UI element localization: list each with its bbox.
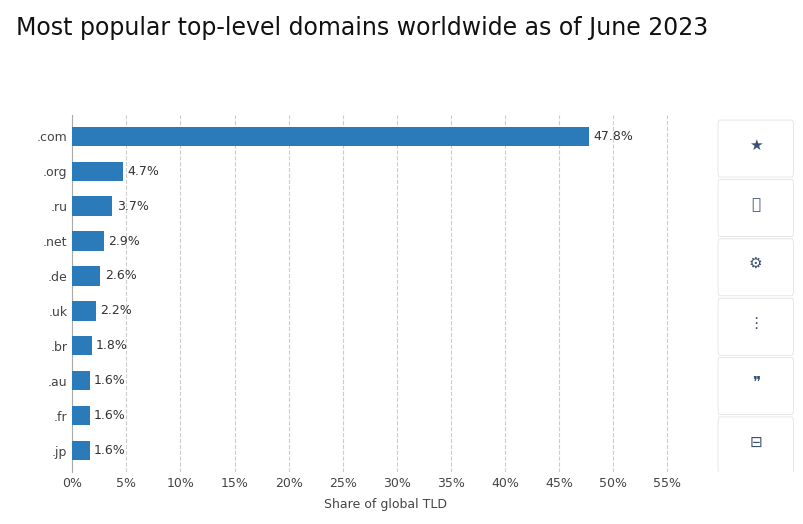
Bar [72, 266, 100, 286]
Text: 2.2%: 2.2% [100, 304, 132, 318]
Text: ⊟: ⊟ [748, 434, 761, 450]
Bar [72, 301, 96, 321]
Bar [72, 336, 92, 355]
Text: ⚙: ⚙ [748, 256, 761, 271]
FancyBboxPatch shape [717, 179, 793, 236]
Bar [72, 371, 90, 390]
FancyBboxPatch shape [717, 357, 793, 414]
Text: 2.9%: 2.9% [108, 235, 140, 247]
Bar [72, 161, 123, 181]
Bar [72, 441, 90, 460]
Bar [72, 127, 589, 146]
FancyBboxPatch shape [717, 120, 793, 177]
Text: ⋮: ⋮ [748, 315, 762, 331]
FancyBboxPatch shape [717, 417, 793, 474]
Text: ❞: ❞ [751, 375, 759, 390]
Text: Most popular top-level domains worldwide as of June 2023: Most popular top-level domains worldwide… [16, 16, 707, 40]
Bar [72, 196, 112, 216]
Text: 1.6%: 1.6% [94, 374, 125, 387]
FancyBboxPatch shape [717, 298, 793, 355]
Text: 47.8%: 47.8% [593, 130, 633, 143]
FancyBboxPatch shape [717, 239, 793, 296]
Bar [72, 232, 104, 250]
Text: 🔔: 🔔 [750, 197, 760, 212]
X-axis label: Share of global TLD: Share of global TLD [324, 498, 446, 511]
Text: 2.6%: 2.6% [104, 269, 137, 282]
Bar [72, 406, 90, 425]
Text: 1.8%: 1.8% [96, 340, 128, 352]
Text: 3.7%: 3.7% [116, 200, 149, 213]
Text: ★: ★ [748, 137, 761, 152]
Text: 1.6%: 1.6% [94, 444, 125, 457]
Text: 4.7%: 4.7% [128, 165, 159, 178]
Text: 1.6%: 1.6% [94, 409, 125, 422]
